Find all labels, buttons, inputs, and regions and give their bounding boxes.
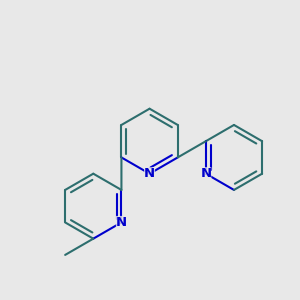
- Text: N: N: [144, 167, 155, 180]
- Text: N: N: [200, 167, 211, 180]
- Text: N: N: [116, 216, 127, 229]
